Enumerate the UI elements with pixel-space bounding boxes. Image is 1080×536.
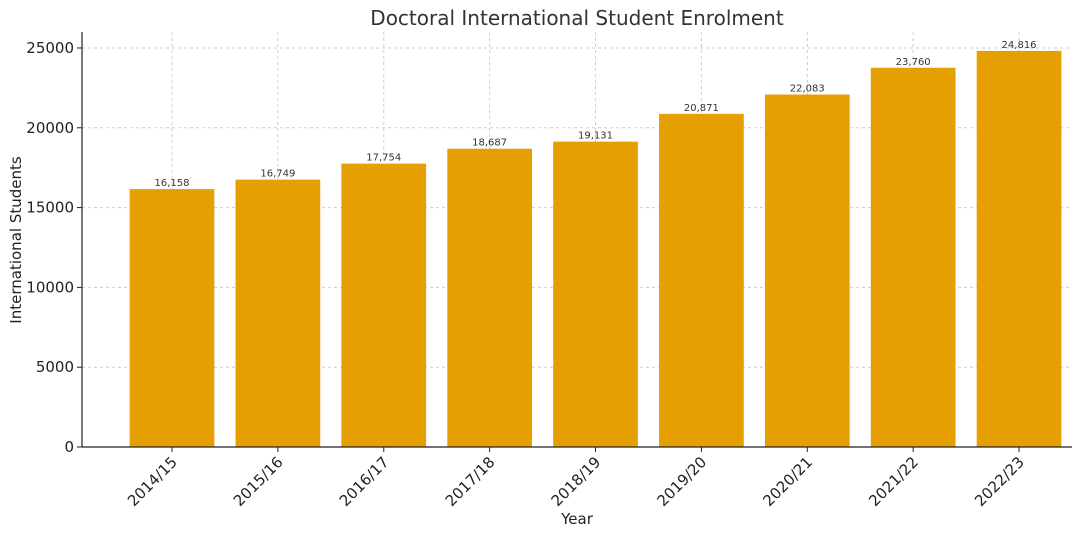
bar-value-label: 20,871 [684,103,719,114]
x-tick-label: 2022/23 [971,453,1028,510]
bar [764,94,850,447]
axes-layer [77,32,1072,452]
bar-value-label: 19,131 [578,131,613,142]
x-axis-label: Year [560,510,594,528]
x-tick-label: 2015/16 [230,453,287,510]
x-tick-label: 2021/22 [865,453,922,510]
bar-value-label: 24,816 [1002,40,1037,51]
x-tick-label: 2019/20 [653,453,710,510]
x-tick-label: 2020/21 [759,453,816,510]
bar-value-label: 16,749 [260,169,295,180]
bar-value-label: 16,158 [155,178,190,189]
bar [976,50,1062,447]
bar [553,141,638,447]
y-tick-label: 15000 [26,199,74,217]
bar-value-label: 22,083 [790,84,825,95]
bar [870,67,956,447]
x-tick-label: 2018/19 [548,453,605,510]
y-tick-label: 20000 [26,119,74,137]
bar-value-label: 23,760 [896,57,931,68]
bars-layer [129,50,1062,448]
bar [447,148,532,447]
x-tick-label: 2014/15 [124,453,181,510]
y-tick-label: 5000 [36,358,74,376]
y-axis-label: International Students [7,156,25,324]
y-tick-label: 25000 [26,39,74,57]
y-tick-label: 0 [64,438,74,456]
x-tick-label: 2017/18 [442,453,499,510]
x-tick-label: 2016/17 [336,453,393,510]
bar-value-label: 17,754 [366,153,401,164]
bar-value-label: 18,687 [472,138,507,149]
bar [129,189,215,448]
bar [235,179,321,447]
y-tick-label: 10000 [26,278,74,296]
bar [659,113,744,447]
chart-title: Doctoral International Student Enrolment [370,6,784,30]
bar [341,163,427,448]
